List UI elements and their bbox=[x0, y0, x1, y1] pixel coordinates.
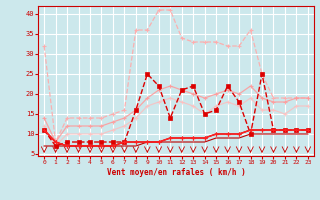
X-axis label: Vent moyen/en rafales ( km/h ): Vent moyen/en rafales ( km/h ) bbox=[107, 168, 245, 177]
